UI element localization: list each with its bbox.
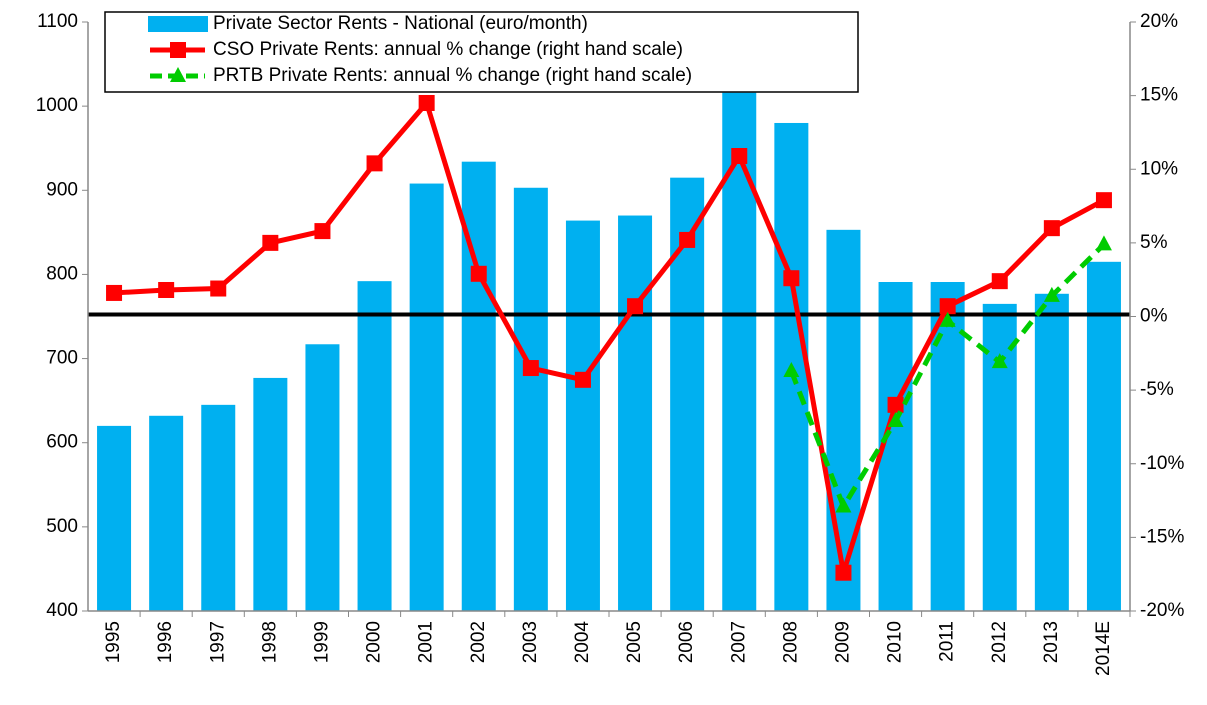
x-tick-label: 2014E [1093,621,1114,676]
line-marker [887,412,904,428]
line-marker [522,360,539,377]
line-marker [574,371,591,388]
y-tick-label: 600 [46,432,78,453]
y-tick-label: 1000 [36,95,78,116]
x-tick-label: 2002 [468,621,489,663]
y2-tick-label: 15% [1140,85,1178,106]
y2-tick-label: -15% [1140,526,1184,547]
x-tick-label: 2007 [728,621,749,663]
legend-marker [170,42,186,58]
y2-tick-label: 5% [1140,232,1168,253]
legend-label: CSO Private Rents: annual % change (righ… [213,39,683,60]
x-tick-label: 2000 [364,621,385,663]
line-marker [783,270,800,287]
y-tick-label: 700 [46,348,78,369]
line-marker [939,298,956,315]
legend-label: Private Sector Rents - National (euro/mo… [213,13,588,34]
line-marker [106,284,123,301]
y-tick-label: 800 [46,263,78,284]
line-marker [731,147,748,164]
x-tick-label: 2003 [520,621,541,663]
x-tick-label: 1998 [259,621,280,663]
line-marker [783,361,800,377]
bar [1034,293,1069,611]
bar [1086,261,1121,611]
x-tick-label: 2008 [780,621,801,663]
legend-box [104,11,859,93]
bar [201,404,236,611]
line-marker [835,564,852,581]
x-tick-label: 2006 [676,621,697,663]
line-marker [1095,192,1112,209]
y2-tick-label: -10% [1140,453,1184,474]
line-marker [679,231,696,248]
line-marker [991,273,1008,290]
x-tick-label: 2012 [989,621,1010,663]
line-marker [418,94,435,111]
y2-tick-label: 0% [1140,306,1168,327]
x-tick-label: 1995 [103,621,124,663]
bar [565,220,600,611]
y2-tick-label: 10% [1140,158,1178,179]
line-marker [1043,220,1060,237]
x-tick-label: 2010 [885,621,906,663]
x-tick-label: 1999 [311,621,332,663]
y2-tick-label: -5% [1140,379,1174,400]
bar [149,415,184,611]
bar [930,282,965,611]
y-tick-label: 1100 [37,11,78,32]
x-tick-label: 2009 [832,621,853,663]
bar [618,215,653,611]
x-tick-label: 2004 [572,621,593,664]
bar [513,187,548,612]
bar [253,377,288,611]
legend-label: PRTB Private Rents: annual % change (rig… [213,65,692,86]
x-tick-label: 1996 [155,621,176,663]
bar [357,281,392,611]
y2-tick-label: 20% [1140,11,1178,32]
line-marker [835,497,852,513]
line-marker [210,280,227,297]
legend: Private Sector Rents - National (euro/mo… [104,11,859,93]
y-tick-label: 500 [46,516,78,537]
line-marker [627,298,644,315]
bar [826,229,861,611]
line-marker [887,396,904,413]
x-tick-label: 2013 [1041,621,1062,663]
bar [670,177,705,611]
bar [409,183,444,611]
x-tick-label: 1997 [207,621,228,663]
line-marker [470,265,487,282]
legend-swatch [148,16,208,32]
line-marker [991,353,1008,369]
y2-tick-label: -20% [1140,600,1184,621]
x-tick-label: 2011 [937,621,958,662]
x-tick-label: 2005 [624,621,645,663]
bar [722,92,757,612]
y-tick-label: 400 [46,600,78,621]
bar [305,344,340,611]
line-marker [1043,286,1060,302]
line-marker [1095,235,1112,251]
line-marker [939,311,956,327]
line [113,97,1106,574]
x-tick-label: 2001 [416,621,437,663]
bar [97,425,132,611]
legend-marker [170,67,186,82]
line-marker [158,281,175,298]
line-marker [262,234,279,251]
line-marker [314,223,331,240]
y-tick-label: 900 [46,179,78,200]
line-marker [366,155,383,172]
